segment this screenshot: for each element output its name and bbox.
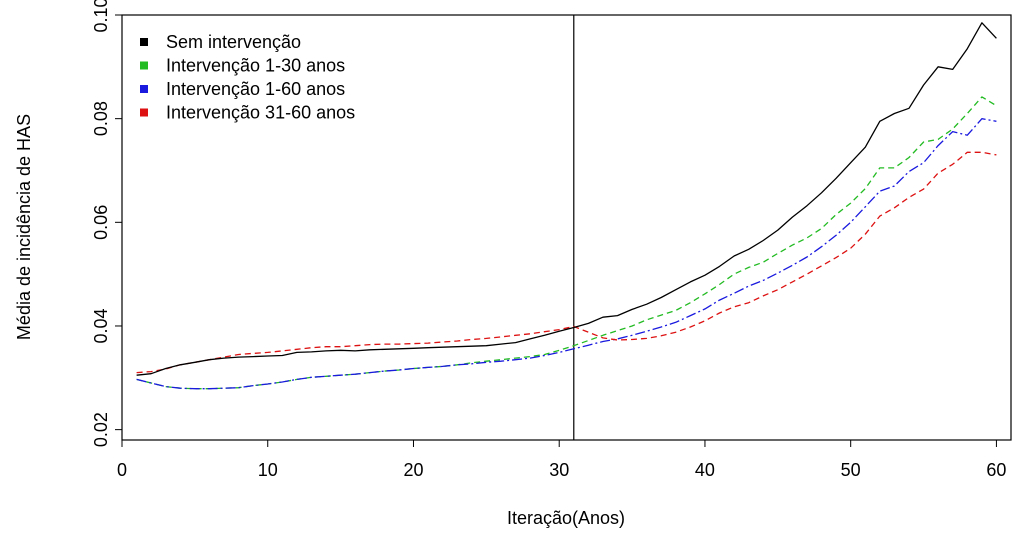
legend-swatch xyxy=(140,85,148,93)
series-line-3 xyxy=(136,118,997,390)
y-tick-label: 0.04 xyxy=(91,308,111,343)
y-tick-label: 0.10 xyxy=(91,0,111,33)
x-tick-label: 60 xyxy=(986,460,1006,480)
legend-label: Intervenção 31-60 anos xyxy=(166,103,355,123)
y-tick-label: 0.08 xyxy=(91,101,111,136)
x-tick-label: 20 xyxy=(403,460,423,480)
y-tick-label: 0.02 xyxy=(91,412,111,447)
series-line-4 xyxy=(136,151,997,374)
plot-content xyxy=(136,15,997,440)
legend-swatch xyxy=(140,38,148,46)
x-tick-label: 50 xyxy=(841,460,861,480)
x-tick-label: 10 xyxy=(258,460,278,480)
legend-label: Sem intervenção xyxy=(166,32,301,52)
y-axis-title: Média de incidência de HAS xyxy=(14,114,34,340)
x-axis-title: Iteração(Anos) xyxy=(507,508,625,528)
series-line-2 xyxy=(136,96,997,390)
x-tick-label: 40 xyxy=(695,460,715,480)
x-tick-label: 0 xyxy=(117,460,127,480)
legend-swatch xyxy=(140,61,148,70)
x-tick-label: 30 xyxy=(549,460,569,480)
x-axis: 0 10 20 30 40 50 60 xyxy=(117,439,1006,480)
y-tick-label: 0.06 xyxy=(91,205,111,240)
legend: Sem intervenção Intervenção 1-30 anos Inte… xyxy=(140,32,355,123)
legend-swatch xyxy=(140,108,148,117)
y-axis: 0.02 0.04 0.06 0.08 0.10 xyxy=(91,0,123,447)
series-line-1 xyxy=(136,22,997,376)
legend-label: Intervenção 1-30 anos xyxy=(166,56,345,76)
legend-label: Intervenção 1-60 anos xyxy=(166,79,345,99)
